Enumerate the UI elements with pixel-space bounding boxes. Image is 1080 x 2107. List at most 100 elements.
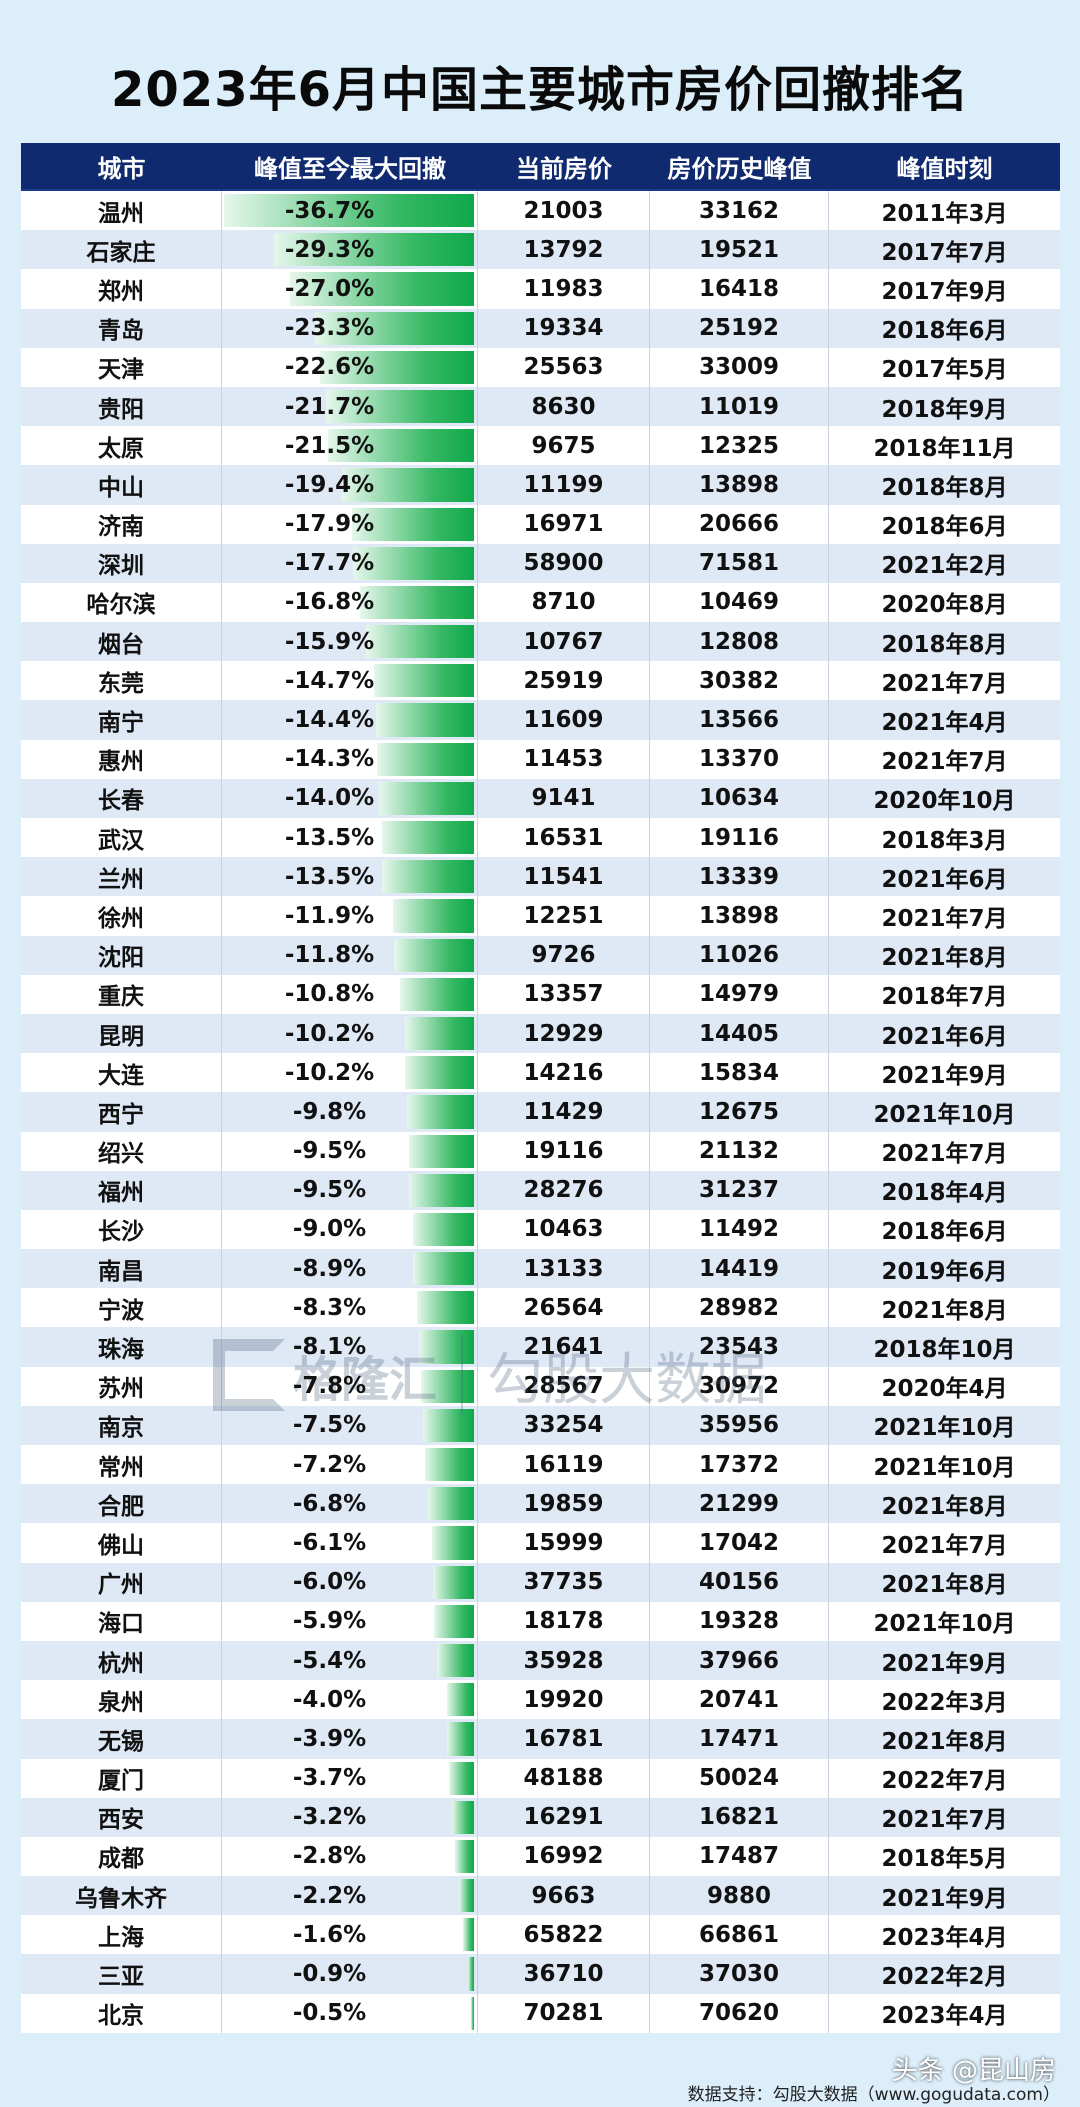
drawdown-value: -5.4% [292,1647,367,1674]
drawdown-value: -21.5% [284,432,375,459]
table-row: 佛山 -6.1% 15999 17042 2021年7月 [21,1523,1060,1563]
city-cell: 厦门 [21,1758,222,1798]
drawdown-bar [290,272,474,306]
drawdown-cell: -14.4% [222,700,478,740]
city-cell: 重庆 [21,974,222,1014]
peak-price-cell: 66861 [650,1915,829,1955]
current-price-cell: 36710 [478,1954,650,1994]
drawdown-bar [452,1800,474,1834]
current-price-cell: 19116 [478,1131,650,1171]
peak-price-cell: 13898 [650,465,829,505]
peak-price-cell: 50024 [650,1758,829,1798]
drawdown-bar [459,1879,474,1913]
drawdown-cell: -14.7% [222,661,478,701]
drawdown-value: -4.0% [292,1686,367,1713]
city-cell: 绍兴 [21,1131,222,1171]
peak-price-cell: 13566 [650,700,829,740]
current-price-cell: 16119 [478,1445,650,1485]
peak-time-cell: 2018年6月 [881,1219,1008,1246]
peak-time-cell: 2021年7月 [881,1532,1008,1559]
drawdown-value: -10.2% [284,1059,375,1086]
drawdown-bar [418,1330,474,1364]
current-price-cell: 12251 [478,896,650,936]
peak-price-cell: 9880 [650,1876,829,1916]
drawdown-value: -8.9% [292,1255,367,1282]
peak-time-cell: 2020年8月 [881,592,1008,619]
table-row: 贵阳 -21.7% 8630 11019 2018年9月 [21,386,1060,427]
peak-time-cell: 2022年7月 [881,1768,1008,1795]
drawdown-bar [375,703,474,737]
city-cell: 中山 [21,465,222,505]
table-row: 重庆 -10.8% 13357 14979 2018年7月 [21,974,1060,1014]
peak-time-cell: 2021年7月 [881,1141,1008,1168]
drawdown-value: -9.8% [292,1098,367,1125]
table-row: 东莞 -14.7% 25919 30382 2021年7月 [21,661,1060,701]
city-cell: 太原 [21,426,222,466]
drawdown-value: -14.0% [284,785,375,812]
drawdown-cell: -7.8% [222,1366,478,1406]
current-price-cell: 35928 [478,1640,650,1681]
current-price-cell: 16781 [478,1719,650,1759]
peak-time-cell: 2021年2月 [881,553,1008,580]
peak-price-cell: 12325 [650,426,829,466]
drawdown-cell: -36.7% [222,191,478,231]
table-row: 合肥 -6.8% 19859 21299 2021年8月 [21,1484,1060,1524]
peak-time-cell: 2020年4月 [881,1376,1008,1403]
peak-time-cell: 2017年9月 [881,278,1008,305]
drawdown-cell: -13.5% [222,857,478,897]
drawdown-cell: -10.2% [222,1013,478,1054]
city-cell: 烟台 [21,622,222,662]
peak-price-cell: 23543 [650,1327,829,1367]
peak-time-cell: 2018年10月 [873,1337,1016,1364]
current-price-cell: 15999 [478,1523,650,1563]
peak-time-cell: 2018年7月 [881,984,1008,1011]
drawdown-bar [420,1369,474,1403]
drawdown-bar [427,1487,474,1521]
peak-price-cell: 11492 [650,1209,829,1250]
drawdown-cell: -6.0% [222,1562,478,1602]
table-row: 深圳 -17.7% 58900 71581 2021年2月 [21,543,1060,583]
current-price-cell: 25563 [478,347,650,387]
peak-time-cell: 2021年8月 [881,1297,1008,1324]
drawdown-bar [373,664,474,698]
header-current-price: 当前房价 [516,154,612,183]
drawdown-value: -10.8% [284,981,375,1008]
peak-time-cell: 2018年8月 [881,474,1008,501]
header-peak-time: 峰值时刻 [896,154,993,183]
current-price-cell: 9726 [478,935,650,975]
drawdown-cell: -9.5% [222,1170,478,1210]
drawdown-cell: -23.3% [222,308,478,348]
drawdown-bar [424,1448,474,1482]
peak-price-cell: 17372 [650,1445,829,1485]
drawdown-bar [433,1604,474,1638]
current-price-cell: 48188 [478,1758,650,1798]
drawdown-cell: -4.0% [222,1680,478,1720]
table-row: 上海 -1.6% 65822 66861 2023年4月 [21,1915,1060,1955]
current-price-cell: 16971 [478,504,650,544]
drawdown-bar [365,625,474,659]
page-title: 2023年6月中国主要城市房价回撤排名 [111,62,969,118]
peak-price-cell: 19116 [650,818,829,858]
drawdown-cell: -21.5% [222,426,478,466]
drawdown-value: -17.7% [284,550,375,577]
drawdown-bar [382,821,474,855]
peak-price-cell: 21132 [650,1131,829,1171]
drawdown-bar [407,1095,474,1129]
city-cell: 上海 [21,1915,222,1955]
city-cell: 郑州 [21,269,222,309]
drawdown-value: -6.1% [292,1529,367,1556]
table-row: 苏州 -7.8% 28567 30972 2020年4月 [21,1366,1060,1406]
peak-time-cell: 2021年8月 [881,1728,1008,1755]
peak-price-cell: 15834 [650,1053,829,1093]
city-cell: 西安 [21,1797,222,1837]
peak-price-cell: 30972 [650,1366,829,1406]
city-cell: 海口 [21,1601,222,1641]
table-row: 常州 -7.2% 16119 17372 2021年10月 [21,1445,1060,1485]
toutiao-badge: 头条 @昆山房 [891,2056,1056,2086]
drawdown-bar [463,1918,474,1952]
peak-time-cell: 2018年9月 [881,396,1008,423]
peak-price-cell: 13339 [650,857,829,897]
peak-time-cell: 2022年3月 [881,1689,1008,1716]
drawdown-cell: -21.7% [222,386,478,427]
table-row: 青岛 -23.3% 19334 25192 2018年6月 [21,308,1060,348]
